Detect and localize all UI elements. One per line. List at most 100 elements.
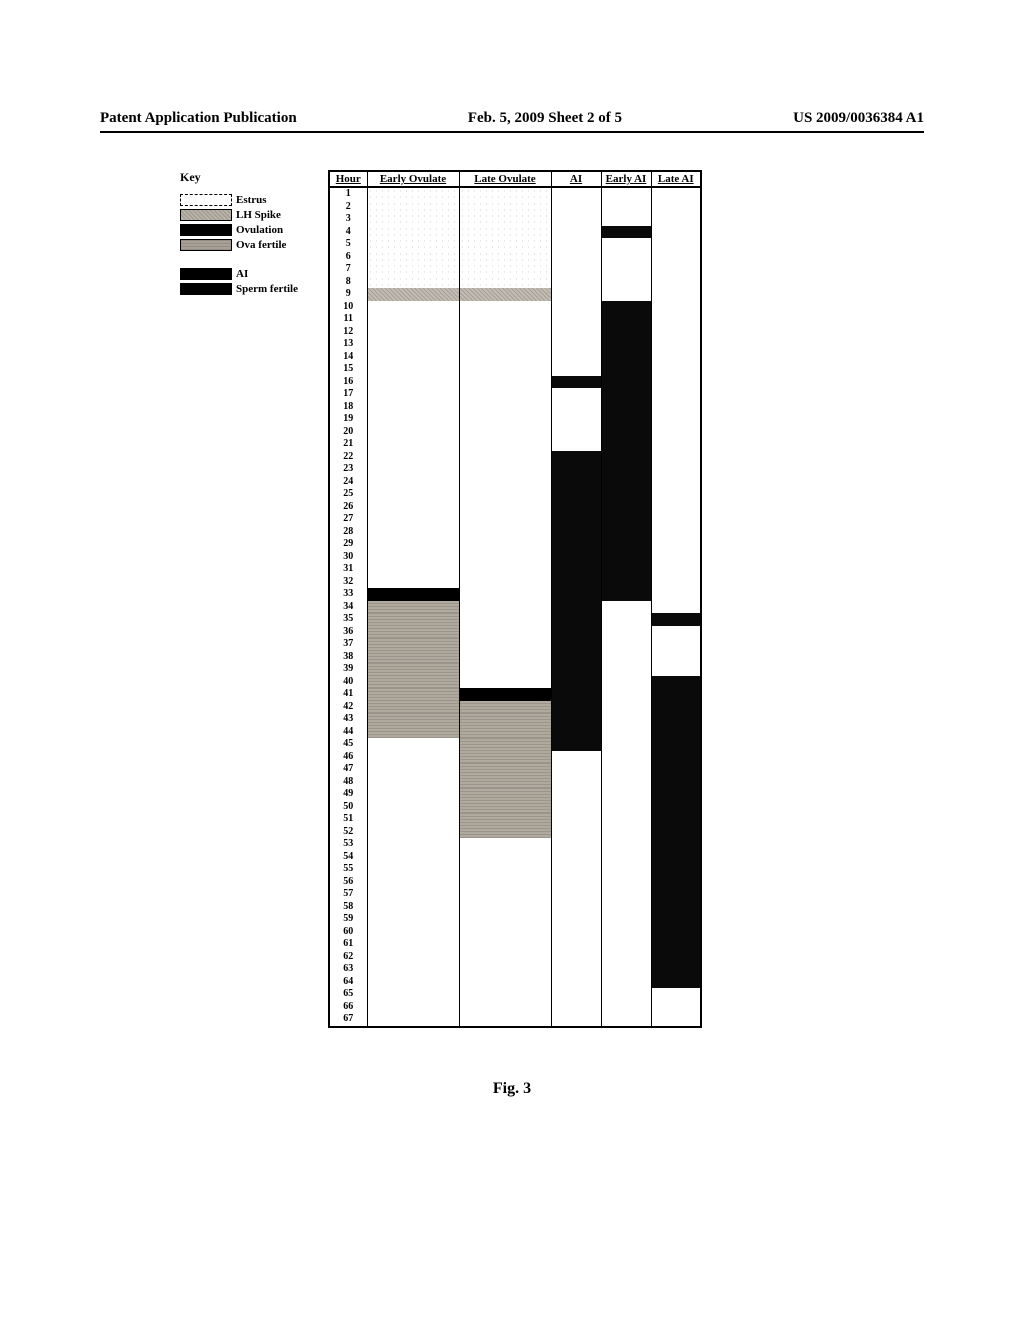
timeline-cell: [651, 351, 701, 364]
timeline-cell: [601, 776, 651, 789]
timeline-cell: [651, 226, 701, 239]
timeline-cell: [459, 763, 551, 776]
timeline-cell: [367, 1013, 459, 1027]
timeline-cell: [601, 613, 651, 626]
timeline-cell: [551, 826, 601, 839]
hour-cell: 44: [329, 726, 367, 739]
timeline-cell: [459, 713, 551, 726]
timeline-cell: [651, 701, 701, 714]
legend-row: Estrus: [180, 193, 320, 207]
timeline-cell: [551, 426, 601, 439]
timeline-cell: [601, 376, 651, 389]
timeline-cell: [601, 838, 651, 851]
hour-cell: 64: [329, 976, 367, 989]
timeline-cell: [651, 688, 701, 701]
timeline-cell: [651, 901, 701, 914]
timeline-cell: [551, 638, 601, 651]
timeline-cell: [551, 851, 601, 864]
column-header: Late Ovulate: [459, 171, 551, 187]
timeline-cell: [367, 476, 459, 489]
timeline-cell: [551, 976, 601, 989]
timeline-cell: [459, 376, 551, 389]
timeline-cell: [459, 613, 551, 626]
timeline-cell: [459, 526, 551, 539]
timeline-cell: [651, 638, 701, 651]
timeline-cell: [551, 726, 601, 739]
legend-swatch: [180, 209, 232, 221]
timeline-cell: [601, 488, 651, 501]
timeline-cell: [551, 301, 601, 314]
timeline-cell: [551, 526, 601, 539]
timeline-cell: [601, 888, 651, 901]
hour-cell: 45: [329, 738, 367, 751]
timeline-cell: [367, 513, 459, 526]
timeline-cell: [651, 588, 701, 601]
hour-cell: 54: [329, 851, 367, 864]
timeline-cell: [651, 763, 701, 776]
timeline-cell: [459, 476, 551, 489]
table-row: 14: [329, 351, 701, 364]
hour-cell: 19: [329, 413, 367, 426]
timeline-cell: [651, 1001, 701, 1014]
timeline-cell: [367, 226, 459, 239]
hour-cell: 67: [329, 1013, 367, 1027]
timeline-cell: [459, 263, 551, 276]
column-header: AI: [551, 171, 601, 187]
timeline-cell: [459, 588, 551, 601]
legend-swatch: [180, 224, 232, 236]
table-row: 12: [329, 326, 701, 339]
timeline-cell: [651, 513, 701, 526]
timeline-cell: [601, 638, 651, 651]
timeline-cell: [367, 263, 459, 276]
timeline-cell: [601, 813, 651, 826]
timeline-cell: [459, 751, 551, 764]
table-row: 62: [329, 951, 701, 964]
timeline-cell: [601, 563, 651, 576]
hour-cell: 36: [329, 626, 367, 639]
timeline-cell: [459, 738, 551, 751]
timeline-cell: [651, 826, 701, 839]
timeline-cell: [601, 626, 651, 639]
timeline-cell: [367, 613, 459, 626]
timeline-cell: [651, 326, 701, 339]
table-row: 47: [329, 763, 701, 776]
timeline-cell: [601, 301, 651, 314]
table-row: 27: [329, 513, 701, 526]
timeline-cell: [551, 201, 601, 214]
table-row: 45: [329, 738, 701, 751]
timeline-cell: [651, 263, 701, 276]
timeline-cell: [367, 1001, 459, 1014]
timeline-cell: [459, 513, 551, 526]
timeline-cell: [367, 376, 459, 389]
timeline-cell: [551, 338, 601, 351]
timeline-cell: [459, 238, 551, 251]
header-left: Patent Application Publication: [100, 110, 297, 127]
timeline-cell: [367, 738, 459, 751]
timeline-cell: [651, 238, 701, 251]
timeline-cell: [459, 363, 551, 376]
timeline-cell: [551, 238, 601, 251]
hour-cell: 51: [329, 813, 367, 826]
timeline-cell: [459, 938, 551, 951]
timeline-cell: [367, 726, 459, 739]
column-header: Hour: [329, 171, 367, 187]
timeline-cell: [367, 876, 459, 889]
legend-swatch: [180, 239, 232, 251]
header-right: US 2009/0036384 A1: [793, 110, 924, 127]
timeline-cell: [601, 851, 651, 864]
table-row: 40: [329, 676, 701, 689]
legend-label: Ovulation: [236, 224, 283, 236]
table-row: 38: [329, 651, 701, 664]
legend-swatch: [180, 194, 232, 206]
timeline-cell: [601, 663, 651, 676]
table-row: 36: [329, 626, 701, 639]
timeline-cell: [551, 776, 601, 789]
timeline-cell: [601, 926, 651, 939]
hour-cell: 28: [329, 526, 367, 539]
table-row: 24: [329, 476, 701, 489]
timeline-cell: [551, 1013, 601, 1027]
hour-cell: 23: [329, 463, 367, 476]
timeline-cell: [459, 426, 551, 439]
timeline-cell: [551, 751, 601, 764]
timeline-cell: [459, 276, 551, 289]
